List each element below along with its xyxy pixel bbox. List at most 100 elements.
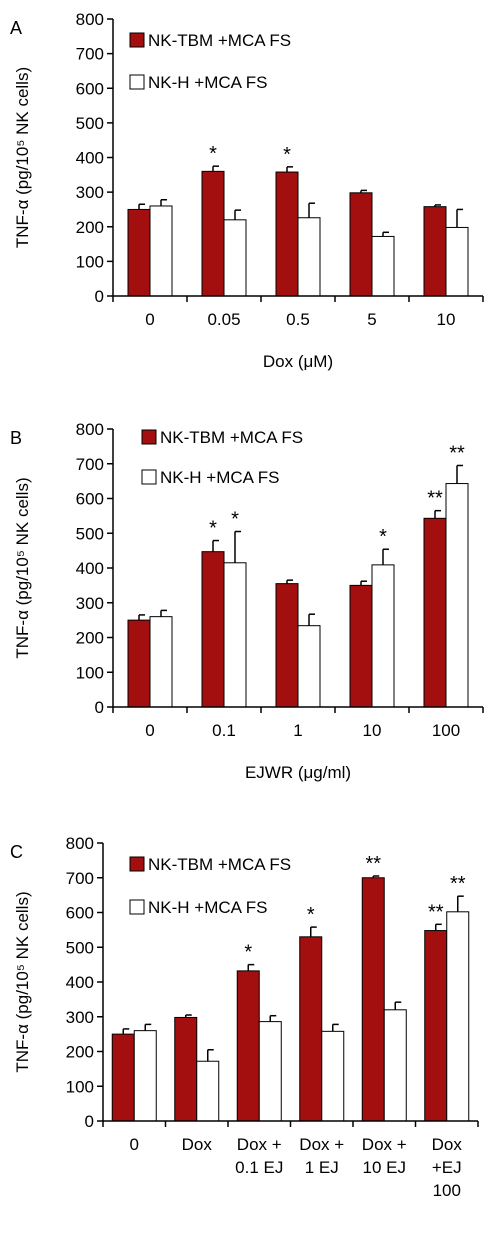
- bar-nk-tbm: [423, 517, 447, 708]
- y-tick-label: 700: [76, 45, 104, 64]
- panel-label: A: [10, 18, 22, 38]
- bar-nk-h: [196, 1060, 220, 1122]
- x-axis-label: EJWR (μg/ml): [245, 763, 351, 782]
- panel-label: B: [10, 428, 22, 448]
- x-tick-label: 10 EJ: [363, 1158, 406, 1177]
- x-tick-label: 0: [145, 721, 154, 740]
- x-tick-label: 10: [363, 721, 382, 740]
- y-tick-label: 100: [76, 663, 104, 682]
- bar-nk-tbm: [361, 877, 385, 1122]
- bar-nk-h: [223, 219, 247, 297]
- x-tick-label: Dox +: [362, 1135, 407, 1154]
- y-tick-label: 700: [76, 455, 104, 474]
- y-tick-label: 700: [66, 869, 94, 888]
- legend-label: NK-H +MCA FS: [148, 73, 268, 92]
- significance-mark: **: [365, 853, 381, 875]
- y-tick-label: 100: [66, 1077, 94, 1096]
- bar-nk-tbm: [111, 1033, 135, 1122]
- legend: NK-TBM +MCA FS NK-H +MCA FS: [129, 31, 291, 92]
- y-axis-label: TNF-α (pg/10⁵ NK cells): [13, 891, 32, 1072]
- y-tick-label: 800: [66, 834, 94, 853]
- bar-nk-h: [371, 235, 395, 297]
- x-tick-label: Dox: [182, 1135, 213, 1154]
- bar-nk-tbm: [127, 208, 151, 297]
- bar-nk-h: [149, 616, 173, 708]
- legend: NK-TBM +MCA FS NK-H +MCA FS: [129, 855, 291, 917]
- legend-swatch: [141, 429, 157, 445]
- bar-nk-h: [258, 1021, 282, 1122]
- x-tick-label: Dox +: [237, 1135, 282, 1154]
- bar-nk-tbm: [424, 930, 448, 1122]
- legend-label: NK-H +MCA FS: [148, 898, 268, 917]
- bar-nk-tbm: [275, 171, 299, 297]
- significance-mark: **: [450, 873, 466, 895]
- legend-swatch: [141, 469, 157, 485]
- bar-nk-tbm: [349, 584, 373, 708]
- y-tick-label: 400: [66, 973, 94, 992]
- x-tick-label: 0: [130, 1135, 139, 1154]
- panel-label: C: [10, 842, 23, 862]
- y-tick-label: 200: [66, 1043, 94, 1062]
- y-tick-label: 800: [76, 420, 104, 439]
- significance-mark: **: [428, 901, 444, 923]
- bar-nk-h: [149, 205, 173, 297]
- significance-mark: **: [449, 442, 465, 464]
- x-tick-label: +EJ: [432, 1158, 462, 1177]
- y-tick-label: 800: [76, 10, 104, 29]
- bar-nk-h: [446, 911, 470, 1122]
- bar-nk-tbm: [174, 1016, 198, 1122]
- y-tick-label: 600: [76, 79, 104, 98]
- y-tick-label: 600: [76, 490, 104, 509]
- y-tick-label: 0: [95, 287, 104, 306]
- y-tick-label: 0: [85, 1112, 94, 1131]
- y-tick-label: 300: [66, 1008, 94, 1027]
- legend: NK-TBM +MCA FS NK-H +MCA FS: [141, 428, 303, 487]
- significance-mark: *: [209, 518, 217, 540]
- bar-nk-h: [445, 226, 469, 297]
- y-tick-label: 500: [76, 114, 104, 133]
- bar-nk-h: [133, 1030, 157, 1122]
- x-tick-label: 5: [367, 310, 376, 329]
- legend-label: NK-TBM +MCA FS: [148, 855, 291, 874]
- y-tick-label: 200: [76, 629, 104, 648]
- bar-nk-tbm: [236, 970, 260, 1122]
- bar-nk-h: [445, 483, 469, 708]
- x-tick-label: 0.1 EJ: [235, 1158, 283, 1177]
- y-axis-label: TNF-α (pg/10⁵ NK cells): [13, 67, 32, 248]
- legend-swatch: [129, 899, 145, 915]
- x-tick-label: 0.5: [286, 310, 310, 329]
- legend-swatch: [129, 856, 145, 872]
- legend-label: NK-TBM +MCA FS: [148, 31, 291, 50]
- bar-nk-h: [223, 562, 247, 708]
- significance-mark: *: [231, 509, 239, 531]
- bar-nk-tbm: [201, 551, 225, 708]
- y-tick-label: 500: [76, 524, 104, 543]
- x-tick-label: 10: [437, 310, 456, 329]
- significance-mark: *: [283, 144, 291, 166]
- bar-nk-h: [383, 1009, 407, 1122]
- bar-nk-tbm: [349, 192, 373, 297]
- bar-nk-tbm: [423, 206, 447, 297]
- significance-mark: *: [379, 526, 387, 548]
- legend-swatch: [129, 74, 145, 90]
- y-tick-label: 400: [76, 559, 104, 578]
- bar-nk-tbm: [127, 619, 151, 708]
- y-tick-label: 500: [66, 938, 94, 957]
- bar-nk-h: [297, 625, 321, 708]
- significance-mark: *: [244, 942, 252, 964]
- bar-nk-h: [321, 1030, 345, 1122]
- y-tick-label: 300: [76, 594, 104, 613]
- significance-mark: *: [209, 143, 217, 165]
- x-tick-label: 100: [433, 1181, 461, 1200]
- significance-mark: *: [307, 904, 315, 926]
- y-tick-label: 300: [76, 183, 104, 202]
- legend-swatch: [129, 32, 145, 48]
- y-axis-label: TNF-α (pg/10⁵ NK cells): [13, 477, 32, 658]
- legend-label: NK-TBM +MCA FS: [160, 428, 303, 447]
- x-tick-label: 1 EJ: [305, 1158, 339, 1177]
- x-tick-label: 0: [145, 310, 154, 329]
